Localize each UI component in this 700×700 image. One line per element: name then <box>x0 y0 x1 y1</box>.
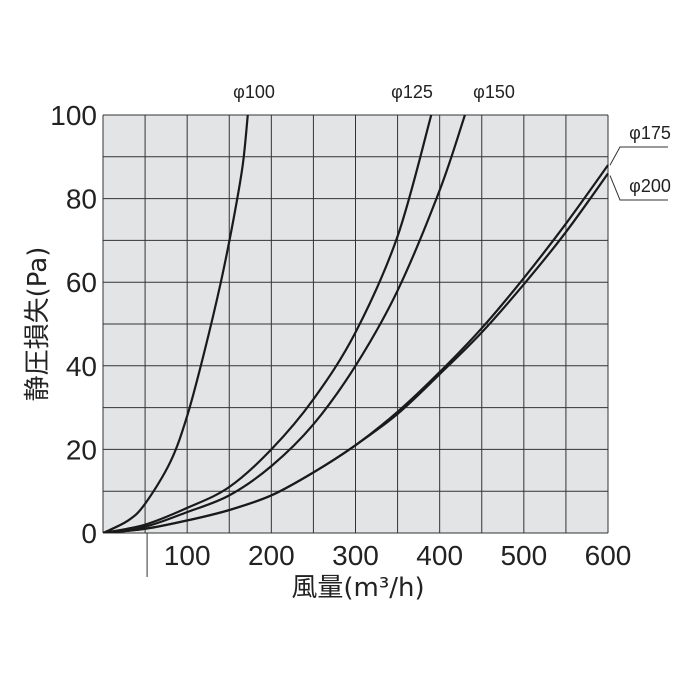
series-lines <box>103 114 609 533</box>
leader-line-phi175 <box>609 146 668 166</box>
y-tick-label: 0 <box>81 518 97 549</box>
y-tick-label: 100 <box>50 100 97 131</box>
y-tick-label: 40 <box>66 351 97 382</box>
x-tick-label: 400 <box>416 540 463 571</box>
x-axis-title: 風量(m³/h) <box>291 573 424 603</box>
x-tick-label: 200 <box>248 540 295 571</box>
y-tick-label: 80 <box>66 184 97 215</box>
grid-lines <box>102 114 609 577</box>
x-tick-label: 500 <box>500 540 547 571</box>
y-tick-label: 20 <box>66 434 97 465</box>
series-line-phi150 <box>103 114 466 533</box>
x-tick-label: 600 <box>585 540 632 571</box>
series-labels: φ100 φ125 φ150 φ175 φ200 <box>233 82 671 201</box>
x-tick-label: 300 <box>332 540 379 571</box>
x-tick-label: 100 <box>164 540 211 571</box>
series-label-phi100: φ100 <box>233 82 275 102</box>
series-label-phi125: φ125 <box>391 82 433 102</box>
tick-labels: 0 20 40 60 80 100 100 200 300 400 500 600 <box>50 100 631 571</box>
series-line-phi100 <box>103 114 249 533</box>
leader-line-phi200 <box>609 175 668 201</box>
y-tick-label: 60 <box>66 267 97 298</box>
series-label-phi150: φ150 <box>473 82 515 102</box>
series-label-phi175: φ175 <box>629 123 671 143</box>
y-axis-title: 静圧損失(Pa) <box>23 247 53 402</box>
series-line-phi125 <box>103 114 433 533</box>
series-label-phi200: φ200 <box>629 176 671 196</box>
series-line-phi200 <box>103 172 609 533</box>
